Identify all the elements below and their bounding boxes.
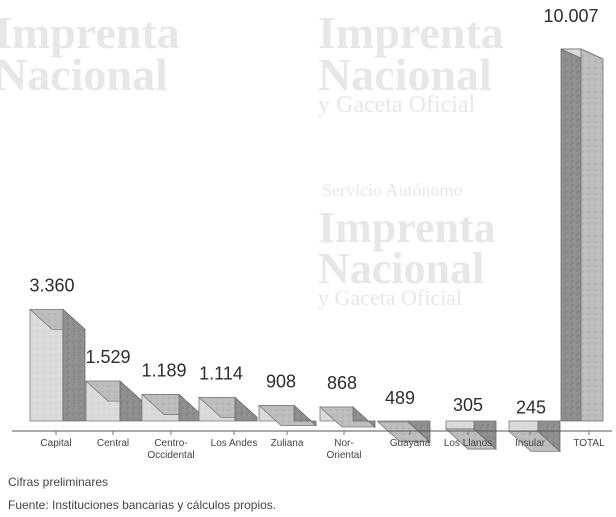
- bar-side-face: [580, 48, 604, 422]
- bar-side-face: [473, 420, 497, 450]
- value-label-guayana: 489: [385, 388, 415, 408]
- tick-label-line: Los Llanos: [444, 438, 492, 449]
- tick-label-nor-oriental: Nor-Oriental: [326, 438, 361, 461]
- bar-nor-oriental: [318, 406, 377, 428]
- value-labels-group: 3.360 1.529 1.189 1.114 908 868 489 305 245 10.00…: [29, 6, 598, 417]
- value-label-capital: 3.360: [29, 275, 74, 295]
- watermark: Imprenta Nacional y Gaceta Oficial Servi…: [0, 7, 504, 310]
- tick-label-los-llanos: Los Llanos: [444, 438, 492, 449]
- tick-label-line: Centro-: [154, 438, 187, 449]
- bar-total: [560, 48, 604, 422]
- bar-side-face: [178, 393, 202, 422]
- tick-label-line: Oriental: [326, 450, 361, 461]
- tick-label-line: Nor-: [334, 438, 353, 449]
- bar-side-face: [62, 308, 86, 422]
- bar-side-face: [537, 420, 561, 453]
- tick-label-line: Capital: [40, 438, 71, 449]
- bar-front-face: [445, 420, 475, 430]
- bar-side-face: [293, 404, 317, 427]
- x-tick-labels: Capital Central Centro-Occidental Los Andes…: [40, 431, 605, 461]
- bar-front-face: [560, 48, 582, 422]
- watermark-line-2b: Imprenta: [318, 203, 496, 252]
- bar-central: [84, 380, 144, 422]
- watermark-left-line-3: Nacional: [0, 49, 168, 100]
- watermark-line-3b: Nacional: [318, 244, 484, 293]
- bar-side-face: [352, 406, 376, 428]
- preliminary-note: Cifras preliminares: [8, 475, 109, 489]
- value-label-los-llanos: 305: [453, 395, 483, 415]
- tick-label-centro-occidental: Centro-Occidental: [147, 438, 194, 461]
- tick-label-line: Insular: [515, 438, 546, 449]
- watermark-line-3: Nacional: [318, 49, 492, 100]
- bar-insular: [507, 420, 562, 453]
- tick-label-line: Guayana: [390, 438, 431, 449]
- watermark-line-4: y Gaceta Oficial: [318, 92, 476, 118]
- bar-capital: [28, 308, 87, 422]
- tick-label-los-andes: Los Andes: [211, 438, 258, 449]
- bar-front-face: [508, 420, 539, 432]
- bar-centro-occidental: [140, 393, 203, 422]
- tick-label-capital: Capital: [40, 438, 71, 449]
- bar-zuliana: [257, 404, 318, 427]
- value-label-zuliana: 908: [266, 371, 296, 391]
- tick-label-line: Central: [97, 438, 129, 449]
- source-note: Fuente: Instituciones bancarias y cálcul…: [8, 498, 277, 512]
- value-label-total: 10.007: [543, 6, 598, 26]
- value-label-nor-oriental: 868: [327, 373, 357, 393]
- tick-label-guayana: Guayana: [390, 438, 431, 449]
- bar-side-face: [119, 380, 143, 422]
- tick-label-line: Los Andes: [211, 438, 258, 449]
- tick-label-line: TOTAL: [573, 438, 605, 449]
- tick-label-central: Central: [97, 438, 129, 449]
- value-label-los-andes: 1.114: [199, 363, 243, 383]
- watermark-line-1b: Servicio Autónomo: [322, 180, 463, 200]
- value-label-insular: 245: [516, 397, 546, 417]
- watermark-left-line-2: Imprenta: [0, 7, 180, 58]
- bar-los-andes: [197, 396, 259, 422]
- tick-label-line: Zuliana: [271, 438, 304, 449]
- tick-label-zuliana: Zuliana: [271, 438, 304, 449]
- watermark-line-4b: y Gaceta Oficial: [318, 285, 462, 310]
- value-label-central: 1.529: [85, 347, 130, 367]
- watermark-line-2: Imprenta: [318, 7, 504, 58]
- tick-label-total: TOTAL: [573, 438, 605, 449]
- value-label-centro-occidental: 1.189: [141, 360, 186, 380]
- tick-label-insular: Insular: [515, 438, 546, 449]
- bars-group: [28, 48, 604, 453]
- bar-side-face: [234, 396, 258, 422]
- bar-los-llanos: [444, 420, 498, 450]
- tick-label-line: Occidental: [147, 450, 194, 461]
